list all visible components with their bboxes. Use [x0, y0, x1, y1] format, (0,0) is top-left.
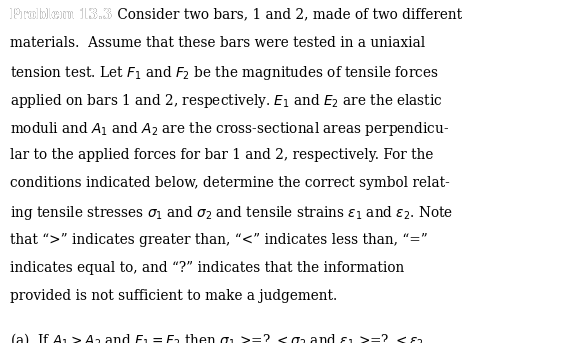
Text: tension test. Let $\mathit{F}_1$ and $\mathit{F}_2$ be the magnitudes of tensile: tension test. Let $\mathit{F}_1$ and $\m… [10, 64, 439, 82]
Text: lar to the applied forces for bar 1 and 2, respectively. For the: lar to the applied forces for bar 1 and … [10, 148, 434, 162]
Text: (a)  If $\mathit{A}_1 > \mathit{A}_2$ and $\mathit{F}_1 = \mathit{F}_2$ then $\s: (a) If $\mathit{A}_1 > \mathit{A}_2$ and… [10, 331, 429, 343]
Text: moduli and $\mathit{A}_1$ and $\mathit{A}_2$ are the cross-sectional areas perpe: moduli and $\mathit{A}_1$ and $\mathit{A… [10, 120, 450, 138]
Text: indicates equal to, and “?” indicates that the information: indicates equal to, and “?” indicates th… [10, 261, 404, 275]
Text: that “>” indicates greater than, “<” indicates less than, “=”: that “>” indicates greater than, “<” ind… [10, 233, 428, 247]
Text: Consider two bars, 1 and 2, made of two different: Consider two bars, 1 and 2, made of two … [113, 8, 462, 22]
Text: applied on bars 1 and 2, respectively. $\mathit{E}_1$ and $\mathit{E}_2$ are the: applied on bars 1 and 2, respectively. $… [10, 92, 443, 110]
Text: materials.  Assume that these bars were tested in a uniaxial: materials. Assume that these bars were t… [10, 36, 426, 50]
Text: Problem 13.3: Problem 13.3 [10, 8, 113, 22]
Text: conditions indicated below, determine the correct symbol relat-: conditions indicated below, determine th… [10, 176, 450, 190]
Text: provided is not sufficient to make a judgement.: provided is not sufficient to make a jud… [10, 289, 338, 303]
Text: Problem 13.3: Problem 13.3 [10, 8, 113, 22]
Text: ing tensile stresses $\sigma_1$ and $\sigma_2$ and tensile strains $\epsilon_1$ : ing tensile stresses $\sigma_1$ and $\si… [10, 204, 454, 222]
